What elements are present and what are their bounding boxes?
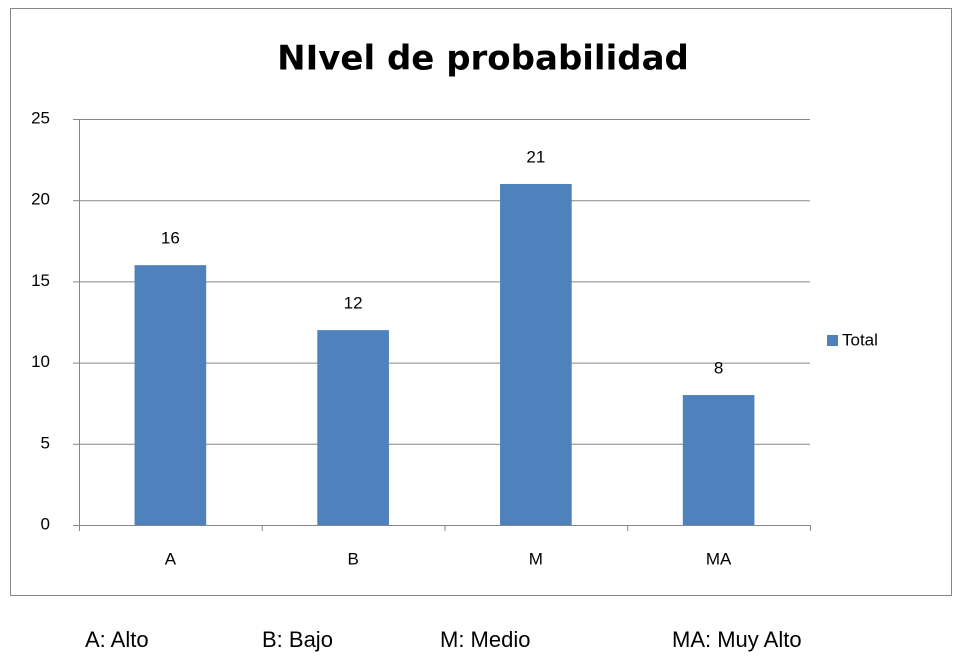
data-label: 16 — [161, 229, 180, 248]
x-tick-label: M — [529, 549, 543, 568]
chart-title: NIvel de probabilidad — [277, 39, 689, 79]
y-tick-label: 10 — [31, 352, 50, 371]
x-tick-label: A — [165, 549, 177, 568]
bar — [317, 330, 389, 525]
y-tick-label: 5 — [41, 433, 50, 452]
y-tick-label: 20 — [31, 190, 50, 209]
y-tick-label: 25 — [31, 108, 50, 127]
x-tick-label: B — [347, 549, 358, 568]
legend-label: Total — [842, 330, 878, 349]
note: M: Medio — [440, 627, 530, 652]
data-label: 12 — [344, 294, 363, 313]
note: B: Bajo — [262, 627, 333, 652]
data-label: 21 — [526, 147, 545, 166]
bar — [134, 265, 207, 525]
bar — [500, 183, 572, 525]
x-tick-label: MA — [706, 549, 732, 568]
y-tick-label: 15 — [31, 271, 50, 290]
bar — [682, 395, 755, 525]
note: MA: Muy Alto — [672, 627, 802, 652]
y-tick-label: 0 — [41, 514, 50, 533]
note: A: Alto — [85, 627, 149, 652]
legend-swatch — [827, 335, 838, 346]
data-label: 8 — [714, 359, 723, 378]
